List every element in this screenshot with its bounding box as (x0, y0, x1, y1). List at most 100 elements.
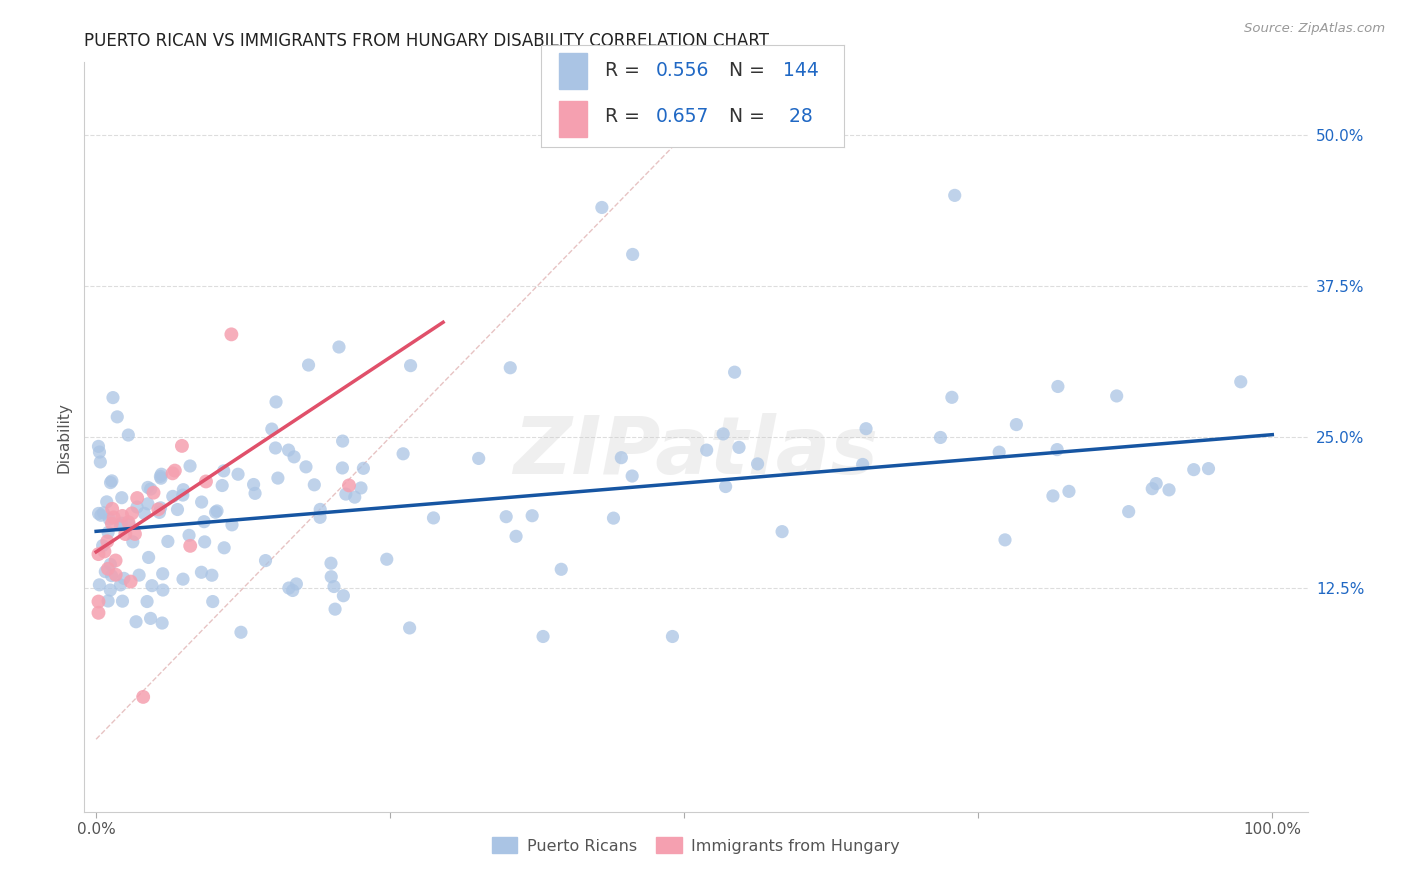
Point (281, 583, 304, 598)
Point (149, 500, 172, 515)
Point (392, 447, 415, 461)
Point (91, 539, 114, 553)
Point (103, 510, 125, 524)
Text: 28: 28 (783, 107, 813, 127)
Point (1142, 482, 1164, 496)
Text: R =: R = (605, 107, 645, 127)
Point (118, 518, 141, 533)
Point (87, 507, 110, 521)
Point (170, 439, 193, 453)
Point (127, 491, 149, 505)
Point (350, 481, 373, 495)
Point (89, 455, 111, 469)
Y-axis label: Disability: Disability (56, 401, 72, 473)
Bar (560, 53, 586, 88)
Point (98, 582, 121, 597)
Point (770, 524, 793, 539)
Point (1198, 461, 1220, 475)
Text: 0.657: 0.657 (657, 107, 710, 127)
Point (124, 527, 146, 541)
Point (120, 574, 142, 589)
Point (399, 359, 422, 373)
Point (343, 490, 366, 504)
Point (87, 547, 110, 561)
Point (117, 515, 139, 529)
Point (162, 467, 184, 481)
Text: N =: N = (728, 107, 770, 127)
Point (499, 360, 522, 375)
Point (148, 505, 170, 519)
Point (128, 568, 150, 582)
Point (297, 358, 319, 372)
Point (100, 568, 122, 582)
Point (277, 443, 299, 458)
Point (97, 525, 120, 540)
Point (337, 478, 360, 492)
Point (163, 464, 186, 478)
Point (321, 570, 343, 584)
Point (138, 550, 160, 565)
Point (260, 422, 283, 436)
Point (375, 552, 398, 566)
Point (166, 502, 188, 516)
Point (112, 571, 135, 585)
Point (398, 621, 420, 635)
Point (495, 509, 517, 524)
Point (136, 594, 159, 608)
Point (204, 505, 226, 519)
Text: PUERTO RICAN VS IMMIGRANTS FROM HUNGARY DISABILITY CORRELATION CHART: PUERTO RICAN VS IMMIGRANTS FROM HUNGARY … (84, 32, 769, 50)
Point (226, 467, 249, 482)
Point (93, 544, 115, 558)
Point (110, 578, 132, 592)
Point (319, 556, 342, 570)
Point (101, 474, 124, 488)
Point (139, 611, 162, 625)
Point (121, 506, 143, 520)
Point (136, 480, 159, 494)
Point (89, 578, 111, 592)
Point (929, 430, 952, 444)
Point (105, 409, 128, 424)
Point (943, 188, 966, 202)
Point (505, 529, 527, 543)
Point (591, 201, 613, 215)
Point (104, 567, 127, 582)
Point (101, 501, 124, 516)
Point (621, 469, 644, 483)
Point (114, 527, 136, 541)
Point (221, 517, 243, 532)
Point (728, 441, 751, 455)
Point (104, 553, 127, 567)
Point (264, 395, 287, 409)
Point (87, 439, 110, 453)
Point (1118, 505, 1140, 519)
Point (177, 528, 200, 542)
Point (550, 562, 572, 576)
Point (93, 506, 115, 520)
Point (111, 491, 134, 505)
Point (1157, 483, 1180, 497)
Point (254, 553, 277, 567)
Point (201, 594, 224, 608)
Point (229, 625, 252, 640)
Point (152, 566, 174, 581)
Point (100, 475, 122, 490)
Point (156, 534, 179, 549)
Point (194, 475, 217, 489)
Point (117, 428, 139, 442)
Point (212, 541, 235, 555)
Point (1229, 375, 1251, 389)
Point (941, 390, 963, 404)
Point (172, 488, 194, 502)
Point (121, 534, 143, 549)
Point (531, 630, 554, 644)
Point (243, 486, 266, 500)
Text: ZIPatlas: ZIPatlas (513, 413, 879, 491)
Point (89, 445, 111, 459)
Point (149, 471, 172, 485)
Point (162, 490, 184, 504)
Point (994, 533, 1017, 547)
Point (520, 508, 543, 523)
Point (211, 478, 233, 492)
Point (150, 467, 173, 482)
